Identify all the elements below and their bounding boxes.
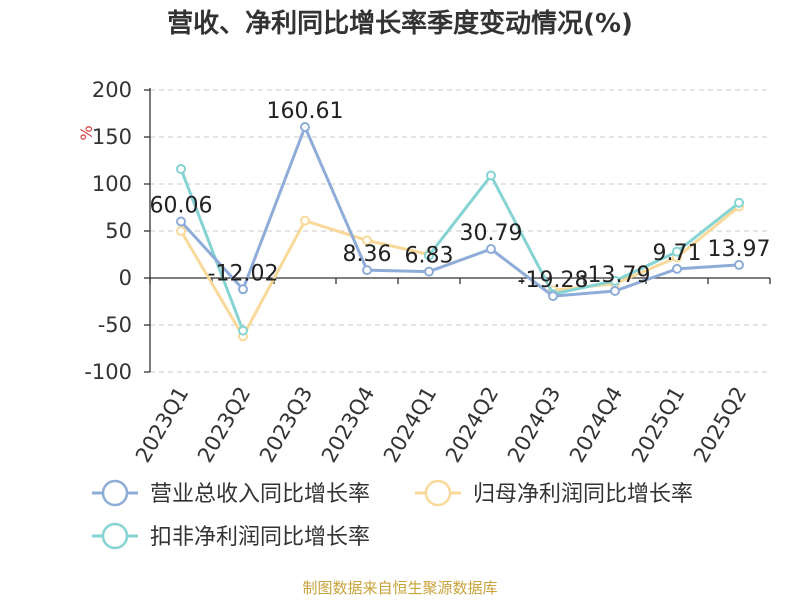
x-tick-labels: 2023Q1 2023Q2 2023Q3 2023Q4 2024Q1 2024Q2 2024… bbox=[131, 383, 751, 467]
y-tick-label: 0 bbox=[119, 266, 132, 290]
legend-marker bbox=[101, 522, 129, 550]
data-point bbox=[424, 250, 434, 261]
series-line bbox=[427, 174, 740, 296]
data-point bbox=[424, 266, 434, 277]
data-label: 60.06 bbox=[150, 194, 213, 219]
y-tick-label: 200 bbox=[92, 78, 132, 102]
x-tick-label: 2025Q2 bbox=[689, 383, 751, 467]
x-tick-label: 2023Q2 bbox=[193, 383, 255, 467]
x-tick-label: 2024Q2 bbox=[441, 383, 503, 467]
x-tick-label: 2024Q3 bbox=[503, 383, 565, 467]
data-point bbox=[176, 226, 186, 236]
data-point bbox=[362, 235, 372, 246]
source-note: 制图数据来自恒生聚源数据库 bbox=[302, 579, 497, 597]
data-label: 160.61 bbox=[267, 99, 344, 124]
data-label: 13.97 bbox=[708, 237, 771, 262]
chart-title: 营收、净利同比增长率季度变动情况(%) bbox=[167, 8, 633, 39]
data-point bbox=[300, 122, 310, 133]
axes bbox=[144, 88, 771, 373]
data-point bbox=[610, 275, 620, 286]
data-point bbox=[672, 246, 682, 257]
data-point bbox=[362, 265, 372, 276]
x-tick-label: 2023Q1 bbox=[131, 383, 193, 467]
y-tick-label: 100 bbox=[92, 172, 132, 196]
series-2 bbox=[176, 163, 744, 336]
series-layer bbox=[176, 122, 744, 342]
legend-item-0: 营业总收入同比增长率 bbox=[92, 479, 370, 507]
data-point bbox=[548, 291, 558, 302]
legend-item-1: 归母净利润同比增长率 bbox=[415, 479, 693, 507]
series-line bbox=[179, 168, 245, 332]
data-point bbox=[176, 216, 186, 227]
data-point bbox=[734, 259, 744, 270]
y-tick-label: 50 bbox=[105, 219, 132, 243]
x-tick-label: 2023Q4 bbox=[317, 383, 379, 467]
data-point bbox=[300, 215, 310, 226]
data-point bbox=[486, 244, 496, 255]
data-point bbox=[610, 285, 620, 296]
legend-marker bbox=[424, 479, 452, 507]
data-label: 6.83 bbox=[405, 244, 454, 269]
series-line bbox=[179, 125, 740, 298]
data-point bbox=[734, 197, 744, 208]
legend-label: 归母净利润同比增长率 bbox=[473, 482, 693, 507]
x-tick-label: 2024Q4 bbox=[565, 383, 627, 467]
data-point bbox=[238, 284, 248, 295]
data-point bbox=[238, 325, 248, 336]
data-point bbox=[486, 170, 496, 181]
y-tick-labels: 200 150 100 50 0 -50 -100 bbox=[84, 78, 132, 384]
y-axis-unit: % bbox=[77, 125, 96, 140]
data-point bbox=[176, 163, 186, 174]
x-tick-label: 2025Q1 bbox=[627, 383, 689, 467]
data-label: 8.36 bbox=[343, 242, 392, 267]
legend-label: 营业总收入同比增长率 bbox=[150, 482, 370, 507]
legend-item-2: 扣非净利润同比增长率 bbox=[92, 522, 370, 550]
y-tick-label: 150 bbox=[92, 125, 132, 149]
y-tick-label: -50 bbox=[98, 313, 132, 337]
series-0 bbox=[176, 122, 744, 302]
data-label: -13.79 bbox=[580, 263, 651, 288]
data-label: -12.02 bbox=[208, 261, 279, 286]
grid-lines bbox=[150, 89, 770, 373]
data-label: 9.71 bbox=[653, 241, 702, 266]
legend-marker bbox=[101, 479, 129, 507]
x-tick-label: 2023Q3 bbox=[255, 383, 317, 467]
data-point bbox=[672, 263, 682, 274]
y-tick-label: -100 bbox=[84, 360, 132, 384]
data-label: -19.28 bbox=[518, 268, 589, 293]
data-label: 30.79 bbox=[460, 221, 523, 246]
legend-label: 扣非净利润同比增长率 bbox=[150, 525, 370, 550]
x-tick-label: 2024Q1 bbox=[379, 383, 441, 467]
